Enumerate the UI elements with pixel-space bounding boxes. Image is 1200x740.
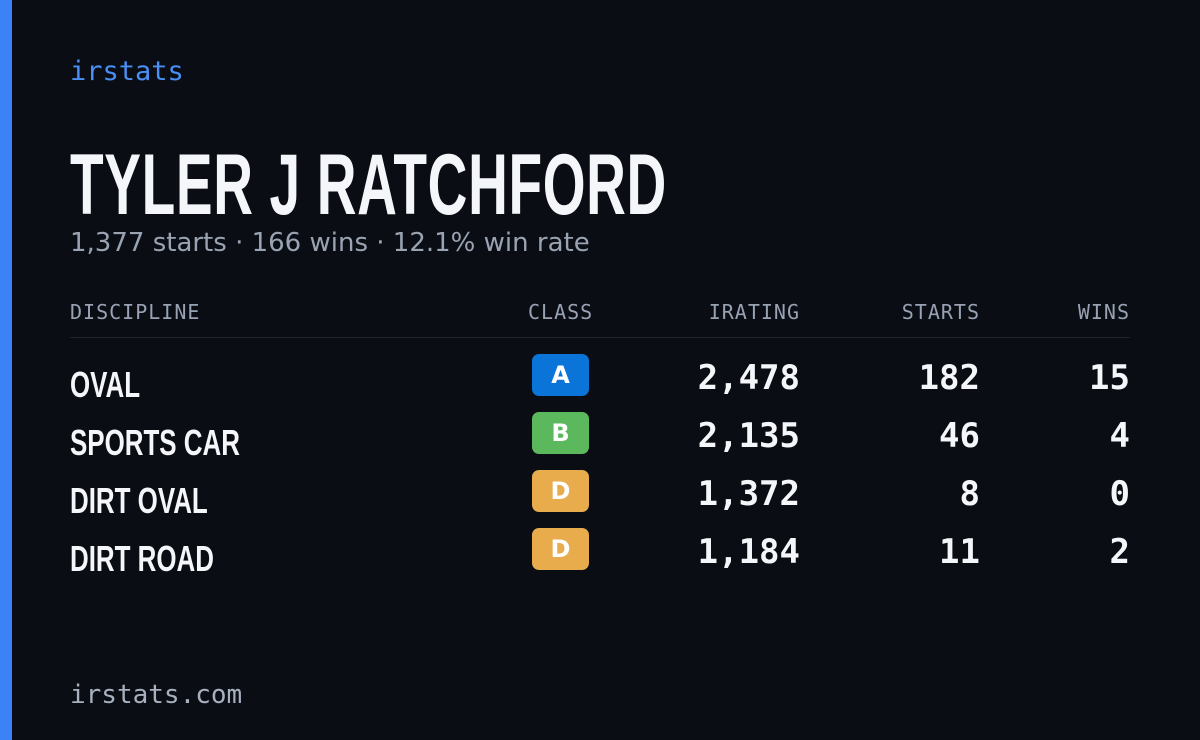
wins: 2	[1109, 532, 1130, 572]
irating: 1,184	[697, 532, 800, 572]
discipline: DIRT ROAD	[70, 538, 214, 579]
brand: irstats	[70, 56, 184, 87]
class-badge: D	[532, 528, 589, 570]
class-badge: A	[532, 354, 589, 396]
starts: 182	[918, 358, 980, 398]
starts: 46	[939, 416, 980, 456]
wins: 0	[1109, 474, 1130, 514]
starts: 11	[939, 532, 980, 572]
discipline: DIRT OVAL	[70, 480, 208, 521]
column-header: IRATING	[708, 300, 800, 324]
driver-name: TYLER J RATCHFORD	[70, 137, 667, 233]
irating: 2,135	[697, 416, 800, 456]
discipline: OVAL	[70, 364, 141, 405]
divider	[70, 337, 1130, 338]
accent-bar	[0, 0, 12, 740]
discipline: SPORTS CAR	[70, 422, 240, 463]
column-header: DISCIPLINE	[70, 300, 201, 324]
column-header: CLASS	[528, 300, 594, 324]
class-badge: D	[532, 470, 589, 512]
driver-summary: 1,377 starts · 166 wins · 12.1% win rate	[70, 228, 590, 258]
column-header: STARTS	[901, 300, 980, 324]
column-header: WINS	[1077, 300, 1130, 324]
footer-url: irstats.com	[70, 680, 243, 710]
class-badge: B	[532, 412, 589, 454]
irating: 1,372	[697, 474, 800, 514]
wins: 15	[1089, 358, 1130, 398]
starts: 8	[959, 474, 980, 514]
wins: 4	[1109, 416, 1130, 456]
irating: 2,478	[697, 358, 800, 398]
